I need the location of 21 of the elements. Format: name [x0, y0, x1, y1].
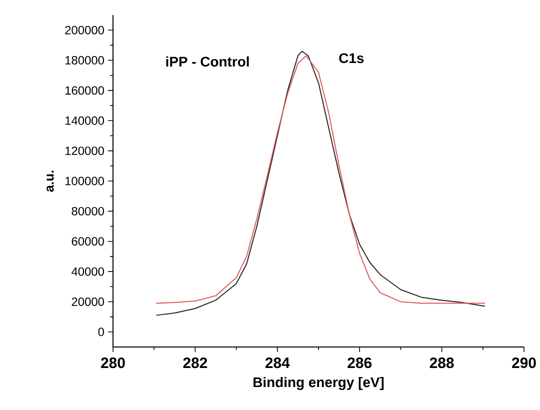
y-tick-label: 20000 — [72, 298, 104, 306]
y-axis-title: a.u. — [46, 170, 54, 192]
x-tick-label: 290 — [512, 358, 536, 368]
y-tick-label: 40000 — [72, 267, 104, 276]
y-tick-label: 160000 — [65, 86, 104, 95]
x-tick-label: 284 — [265, 358, 290, 368]
x-tick-label: 282 — [183, 358, 208, 368]
y-tick-label: 80000 — [72, 206, 104, 216]
x-tick-label: 280 — [101, 358, 125, 368]
annotation: C1s — [339, 53, 364, 64]
annotation: iPP - Control — [166, 56, 249, 67]
y-tick-label: 120000 — [65, 146, 104, 156]
y-tick-label: 200000 — [65, 26, 104, 34]
x-tick-label: 286 — [348, 358, 372, 368]
y-tick-label: 100000 — [65, 176, 104, 186]
y-tick-label: 180000 — [65, 56, 104, 64]
y-tick-label: 140000 — [65, 116, 104, 125]
x-tick-label: 288 — [430, 358, 454, 368]
y-tick-label: 0 — [98, 328, 104, 336]
y-tick-label: 60000 — [72, 237, 104, 246]
x-axis-title: Binding energy [eV] — [254, 376, 384, 390]
